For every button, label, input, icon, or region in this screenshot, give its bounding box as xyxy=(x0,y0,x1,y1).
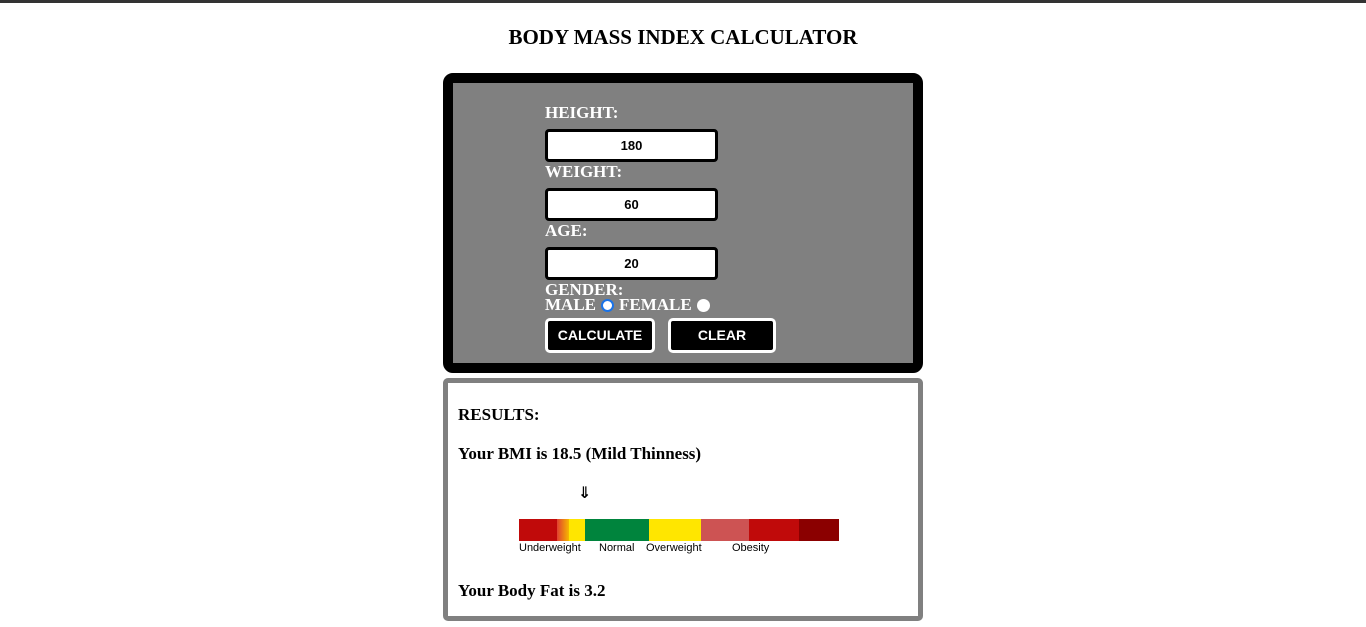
scale-segment-obese-class-3 xyxy=(799,519,839,541)
height-label: HEIGHT: xyxy=(545,103,619,122)
scale-label-normal: Normal xyxy=(599,542,635,554)
scale-segment-obese-class-2 xyxy=(749,519,799,541)
scale-segment-normal xyxy=(585,519,649,541)
scale-label-overweight: Overweight xyxy=(646,542,702,554)
scale-segment-mild-thinness xyxy=(569,519,585,541)
page-title: BODY MASS INDEX CALCULATOR xyxy=(508,25,858,49)
scale-segment-obese-class-1 xyxy=(701,519,749,541)
clear-button[interactable]: CLEAR xyxy=(668,318,776,353)
results-heading: RESULTS: xyxy=(458,405,540,424)
gender-label: GENDER: xyxy=(545,280,624,299)
scale-segment-overweight xyxy=(649,519,701,541)
height-input[interactable] xyxy=(545,129,718,162)
top-border xyxy=(0,0,1366,3)
age-label: AGE: xyxy=(545,221,588,240)
age-input[interactable] xyxy=(545,247,718,280)
scale-label-obesity: Obesity xyxy=(732,542,770,554)
scale-segment-severe-thinness xyxy=(519,519,557,541)
bmi-scale-bar xyxy=(519,519,839,541)
calculator-form-panel: HEIGHT: WEIGHT: AGE: GENDER: MALE FEMALE… xyxy=(443,73,923,373)
bmi-scale-labels: Underweight Normal Overweight Obesity xyxy=(519,542,849,556)
body-fat-result-text: Your Body Fat is 3.2 xyxy=(458,581,606,600)
scale-label-underweight: Underweight xyxy=(519,542,581,554)
weight-input[interactable] xyxy=(545,188,718,221)
gender-male-label: MALE xyxy=(545,295,596,314)
gender-female-label: FEMALE xyxy=(619,295,692,314)
gender-male-radio[interactable] xyxy=(601,298,614,312)
weight-label: WEIGHT: xyxy=(545,162,623,181)
gender-options: MALE FEMALE xyxy=(545,294,715,316)
results-panel: RESULTS: Your BMI is 18.5 (Mild Thinness… xyxy=(443,378,923,621)
calculate-button[interactable]: CALCULATE xyxy=(545,318,655,353)
gender-female-radio[interactable] xyxy=(696,298,710,312)
bmi-indicator-arrow-icon: ⇓ xyxy=(578,483,592,502)
scale-segment-moderate-thinness xyxy=(557,519,569,541)
bmi-result-text: Your BMI is 18.5 (Mild Thinness) xyxy=(458,444,702,463)
